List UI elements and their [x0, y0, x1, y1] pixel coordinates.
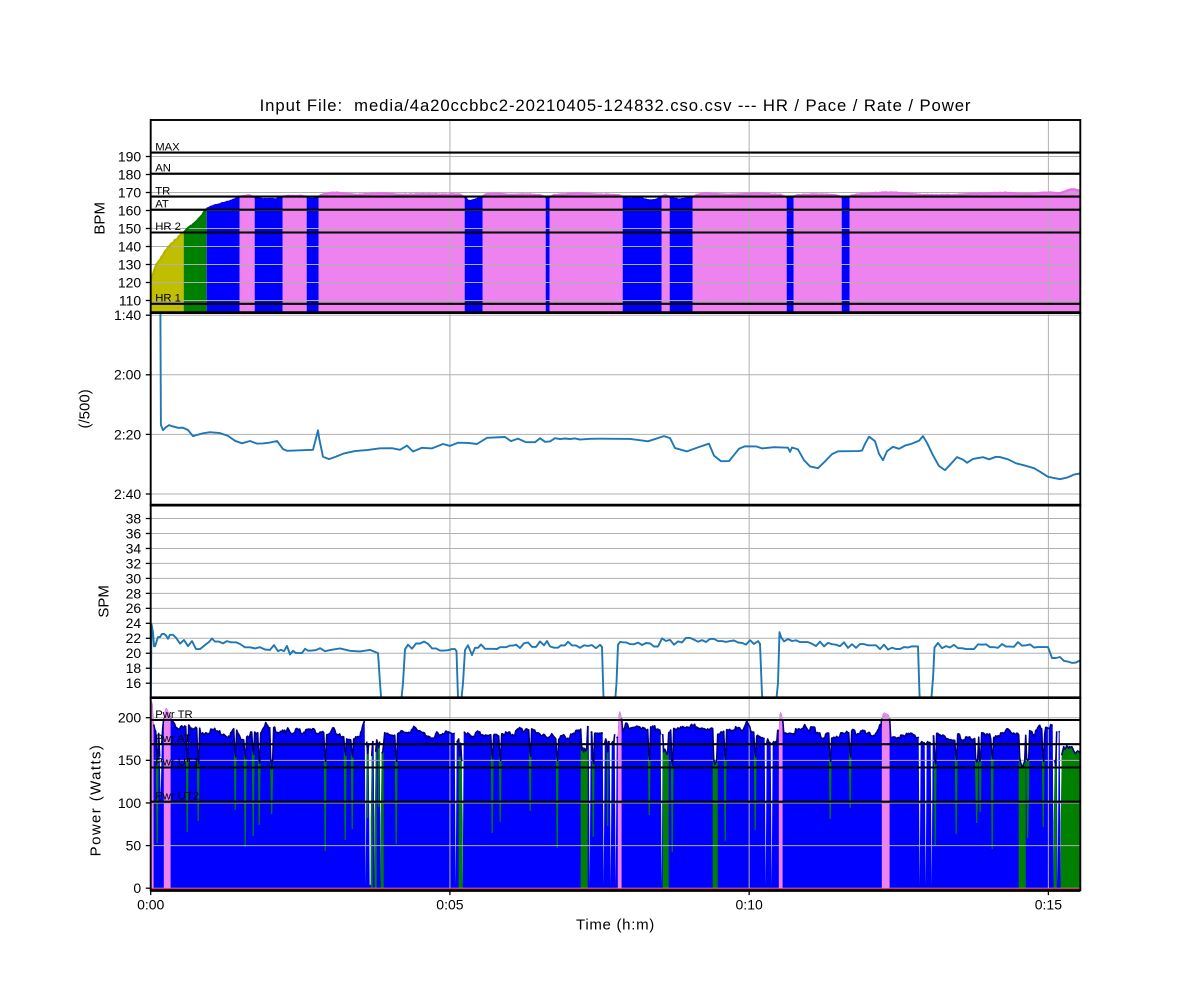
svg-text:170: 170 — [118, 184, 142, 200]
svg-text:26: 26 — [126, 600, 142, 616]
svg-text:200: 200 — [118, 710, 142, 726]
svg-text:16: 16 — [126, 675, 142, 691]
svg-text:28: 28 — [126, 585, 142, 601]
svg-text:Pwr UT2: Pwr UT2 — [155, 791, 199, 803]
svg-text:2:20: 2:20 — [114, 426, 141, 442]
svg-text:30: 30 — [126, 570, 142, 586]
svg-text:BPM: BPM — [91, 202, 108, 235]
svg-text:130: 130 — [118, 256, 142, 272]
svg-text:140: 140 — [118, 238, 142, 254]
svg-text:180: 180 — [118, 166, 142, 182]
svg-text:120: 120 — [118, 274, 142, 290]
svg-text:38: 38 — [126, 510, 142, 526]
svg-text:1:40: 1:40 — [114, 307, 141, 323]
svg-text:160: 160 — [118, 202, 142, 218]
svg-text:22: 22 — [126, 630, 142, 646]
svg-text:34: 34 — [126, 540, 142, 556]
svg-text:110: 110 — [119, 292, 142, 308]
svg-text:150: 150 — [118, 220, 142, 236]
svg-text:0:00: 0:00 — [137, 897, 164, 913]
svg-text:Time (h:m): Time (h:m) — [576, 917, 655, 934]
svg-text:24: 24 — [126, 615, 142, 631]
svg-text:HR 1: HR 1 — [155, 293, 181, 305]
svg-text:0:15: 0:15 — [1035, 897, 1062, 913]
svg-text:2:00: 2:00 — [114, 367, 141, 383]
svg-text:2:40: 2:40 — [114, 486, 141, 502]
svg-text:32: 32 — [126, 555, 142, 571]
svg-text:150: 150 — [118, 752, 142, 768]
svg-text:AN: AN — [155, 162, 171, 174]
svg-text:190: 190 — [118, 148, 142, 164]
svg-text:50: 50 — [126, 837, 142, 853]
svg-text:AT: AT — [155, 199, 169, 211]
svg-text:36: 36 — [126, 525, 142, 541]
svg-text:20: 20 — [126, 645, 142, 661]
svg-text:TR: TR — [155, 185, 170, 197]
svg-text:HR 2: HR 2 — [155, 221, 181, 233]
svg-text:Pwr AT: Pwr AT — [155, 733, 191, 745]
svg-text:18: 18 — [126, 660, 142, 676]
svg-text:Pwr UT1: Pwr UT1 — [155, 756, 199, 768]
svg-text:0:05: 0:05 — [436, 897, 463, 913]
svg-text:SPM: SPM — [95, 585, 112, 618]
svg-text:(/500): (/500) — [77, 389, 94, 428]
svg-text:100: 100 — [118, 795, 142, 811]
svg-text:Power (Watts): Power (Watts) — [88, 744, 105, 857]
svg-text:0: 0 — [133, 880, 141, 896]
svg-text:Pwr TR: Pwr TR — [155, 709, 192, 721]
svg-text:MAX: MAX — [155, 141, 180, 153]
svg-text:Input File: media/4a20ccbbc2-: Input File: media/4a20ccbbc2-20210405-12… — [260, 96, 972, 115]
svg-text:0:10: 0:10 — [736, 897, 763, 913]
